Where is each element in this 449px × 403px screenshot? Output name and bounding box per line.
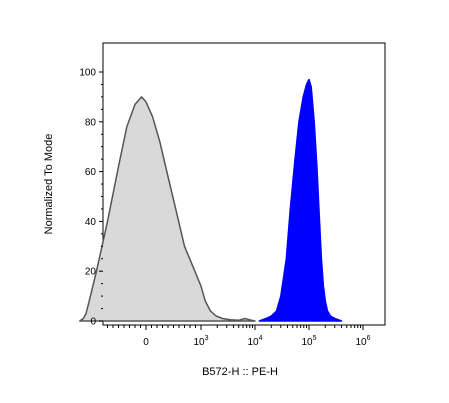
histogram-series-2 (258, 78, 343, 322)
y-axis-title: Normalized To Mode (43, 134, 55, 235)
x-tick-label: 104 (247, 335, 262, 348)
x-tick-label: 0 (143, 337, 149, 348)
y-tick-label: 40 (85, 217, 97, 228)
y-tick-label: 0 (90, 317, 96, 328)
x-tick-label: 105 (301, 335, 316, 348)
x-tick-label: 103 (193, 335, 208, 348)
y-tick-label: 20 (85, 267, 97, 278)
y-tick-label: 100 (79, 68, 96, 79)
histogram-series-1 (79, 96, 256, 322)
x-axis-title: B572-H :: PE-H (202, 366, 278, 378)
y-tick-label: 60 (85, 167, 97, 178)
y-tick-label: 80 (85, 117, 97, 128)
x-tick-label: 106 (355, 335, 370, 348)
